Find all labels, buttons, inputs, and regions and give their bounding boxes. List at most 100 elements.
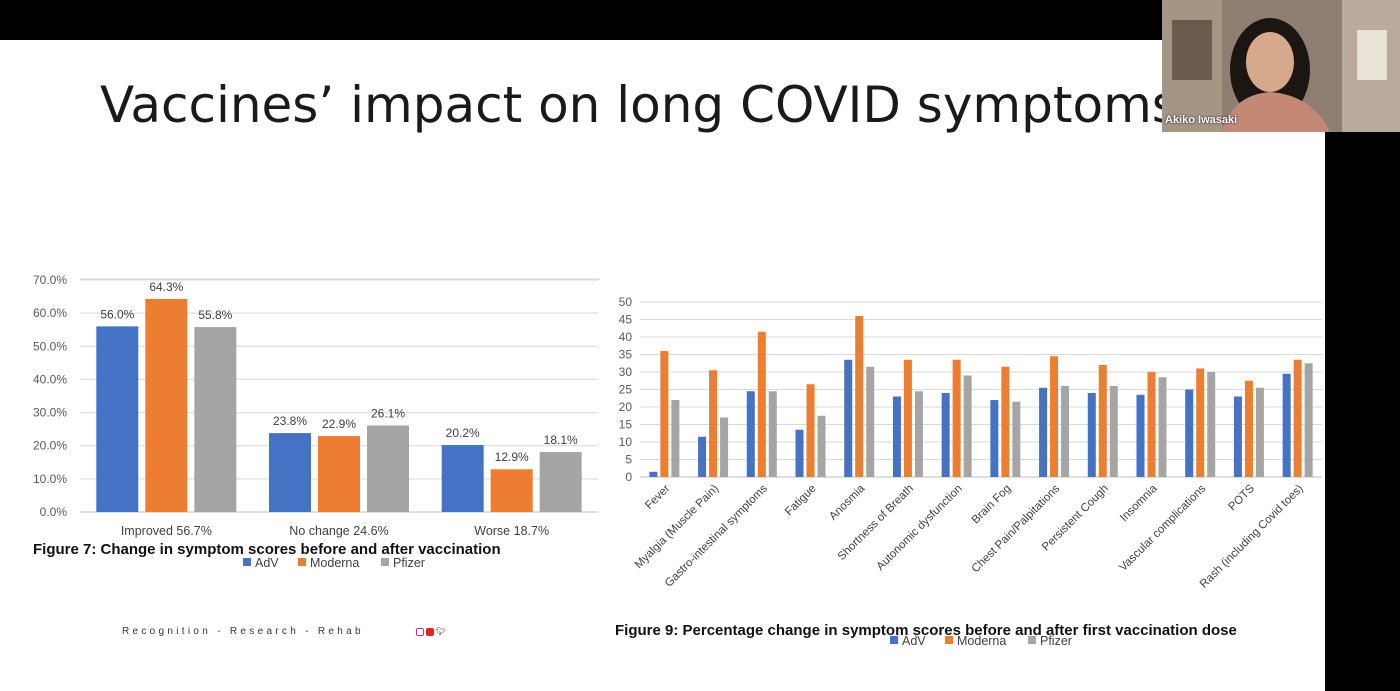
chart2-legend-label: Moderna [957,634,1006,648]
chart2-bar-moderna [806,384,815,477]
chart2-ytick-label: 5 [625,453,632,467]
chart2-bar-pfizer [671,400,680,477]
chart2-bar-adv [892,396,901,477]
webcam-video [1162,0,1400,132]
chart2-ytick-label: 35 [619,348,633,362]
chart2-bar-pfizer [817,415,826,477]
chart2-bar-adv [649,471,658,477]
chart2-bar-moderna [1098,365,1107,477]
chart2-bar-moderna [1147,372,1156,477]
twitter-icon: 🐦︎ [436,627,447,636]
chart2-bar-adv [698,436,707,477]
chart2-category-label: Myalgia (Muscle Pain) [633,483,722,572]
chart2-category-label: Brain Fog [970,483,1014,527]
chart1-data-label: 64.3% [149,280,183,294]
chart2-category-label: Insomnia [1118,482,1160,524]
chart1-data-label: 23.8% [273,414,307,428]
chart2-category-label: Anosmia [827,482,868,523]
chart1-legend-label: Pfizer [393,556,425,570]
chart2-bar-pfizer [1304,363,1313,477]
chart2-ytick-label: 20 [619,400,633,414]
chart1-legend-swatch [243,558,251,566]
chart2-bar-moderna [1050,356,1059,477]
chart1-data-label: 56.0% [100,307,134,321]
chart2-category-label: Chest Pain/Palpitations [970,482,1063,575]
chart1-legend-label: Moderna [310,556,359,570]
chart2-category-label: Vascular complications [1117,482,1208,573]
chart1-category-label: No change 24.6% [289,524,388,538]
chart1-ytick-label: 70.0% [33,273,67,287]
chart2-ytick-label: 15 [619,418,633,432]
chart2-bar-adv [1185,389,1194,477]
chart2-category-label: Gastro-intestinal symptoms [663,482,770,589]
chart1-bar-moderna [145,298,188,512]
chart2-bar-pfizer [1207,372,1216,477]
chart2-bar-moderna [757,331,766,477]
chart2-bar-moderna [903,359,912,477]
chart1-ytick-label: 20.0% [33,439,67,453]
chart1-ytick-label: 40.0% [33,372,67,386]
chart1-legend-label: AdV [255,556,279,570]
chart2-ytick-label: 30 [619,365,633,379]
slide-title: Vaccines’ impact on long COVID symptoms [100,76,1178,134]
chart2-bar-moderna [709,370,718,477]
youtube-icon [426,628,434,636]
footer-tagline: Recognition - Research - Rehab [122,626,364,637]
chart1-data-label: 18.1% [544,433,578,447]
chart2-bar-adv [746,391,755,477]
chart2-bar-moderna [1001,366,1010,477]
chart2-bar-pfizer [1061,386,1070,477]
chart1-ytick-label: 50.0% [33,339,67,353]
chart2-bar-pfizer [1255,387,1264,477]
chart1-category-label: Worse 18.7% [474,524,549,538]
chart2-bar-moderna [952,359,961,477]
chart1-bar-moderna [318,436,360,512]
chart2-legend-swatch [890,636,898,644]
chart2-legend-label: Pfizer [1040,634,1072,648]
chart2-ytick-label: 45 [619,313,633,327]
chart2-ytick-label: 0 [625,470,632,484]
chart2-bar-adv [795,429,804,477]
chart1-ytick-label: 10.0% [33,472,67,486]
chart2-category-label: Fever [643,483,672,512]
chart2-ytick-label: 25 [619,383,633,397]
webcam-participant-name: Akiko Iwasaki [1165,114,1238,126]
chart2-bar-adv [1233,396,1242,477]
chart1-ytick-label: 0.0% [40,505,68,519]
chart2-bar-pfizer [768,391,777,477]
chart2-bar-pfizer [1109,386,1118,477]
figure7-caption: Figure 7: Change in symptom scores befor… [33,541,501,558]
chart2-category-label: Fatigue [783,483,819,519]
chart2-bar-pfizer [963,375,972,477]
chart1-data-label: 20.2% [446,426,480,440]
chart2-bar-adv [844,359,853,477]
chart2-ytick-label: 50 [619,295,633,309]
chart2-category-label: POTS [1226,482,1257,513]
chart1-legend-swatch [298,558,306,566]
chart2-ytick-label: 40 [619,330,633,344]
chart1-bar-adv [269,433,311,512]
chart2-bar-moderna [660,351,669,477]
figure9-caption: Figure 9: Percentage change in symptom s… [615,622,1237,639]
chart2-bar-adv [1136,394,1145,477]
chart1-bar-moderna [490,469,533,512]
chart2-legend-label: AdV [902,634,926,648]
chart1-bar-adv [441,445,484,512]
chart2-bar-moderna [855,316,864,477]
chart2-bar-adv [990,400,999,477]
chart2-bar-pfizer [1158,377,1167,477]
chart2-bar-moderna [1244,380,1253,477]
chart2-bar-adv [1039,387,1048,477]
chart2-bar-adv [941,393,950,477]
chart2-bar-adv [1282,373,1291,477]
chart1-ytick-label: 30.0% [33,406,67,420]
chart1-bar-pfizer [539,452,582,512]
chart1-data-label: 55.8% [198,308,232,322]
chart1-data-label: 12.9% [495,450,529,464]
chart1-legend-swatch [381,558,389,566]
chart2-category-label: Autonomic dysfunction [874,483,964,573]
chart2-bar-moderna [1293,359,1302,477]
right-black-bar [1325,40,1400,691]
chart1-bar-pfizer [194,327,237,512]
